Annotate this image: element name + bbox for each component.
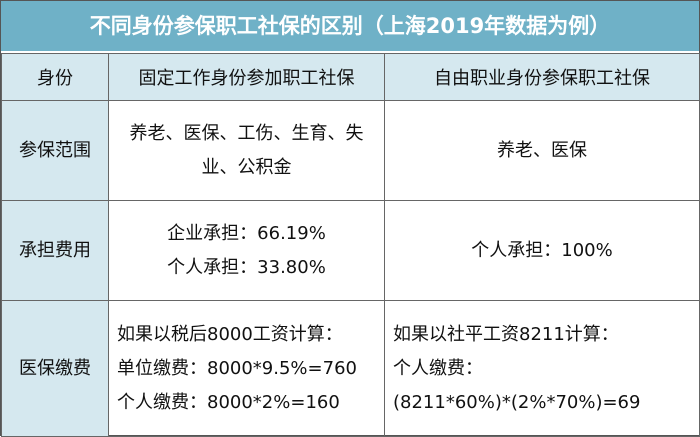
cell: 个人承担：100% (384, 200, 700, 301)
cell-text: 单位缴费：8000*9.5%=760 (117, 357, 357, 379)
cell-text: 业、公积金 (201, 156, 292, 178)
cell: 如果以社平工资8211计算： 个人缴费： (8211*60%)*(2%*70%)=6… (384, 300, 700, 437)
header-row: 身份 固定工作身份参加职工社保 自由职业身份参保职工社保 (1, 53, 700, 101)
cell-text: 企业承担：66.19% (167, 222, 326, 244)
header-cell: 自由职业身份参保职工社保 (384, 53, 700, 101)
cell: 养老、医保、工伤、生育、失 业、公积金 (108, 100, 385, 201)
cell-text: 如果以社平工资8211计算： (393, 323, 619, 345)
cell-text: (8211*60%)*(2%*70%)=69 (393, 391, 641, 413)
row-label: 医保缴费 (1, 300, 109, 437)
row: 承担费用 企业承担：66.19% 个人承担：33.80% 个人承担：100% (1, 200, 700, 301)
row: 医保缴费 如果以税后8000工资计算： 单位缴费：8000*9.5%=760 个人缴费… (1, 300, 700, 437)
cell-text: 医保缴费 (19, 357, 91, 379)
cell: 如果以税后8000工资计算： 单位缴费：8000*9.5%=760 个人缴费：800… (108, 300, 385, 437)
cell-text: 参保范围 (19, 139, 91, 161)
title: 不同身份参保职工社保的区别（上海2019年数据为例） (1, 1, 699, 53)
cell-text: 承担费用 (19, 239, 91, 261)
comparison-table: 身份 固定工作身份参加职工社保 自由职业身份参保职工社保 参保范围 养老、医保、工伤、生… (1, 53, 700, 437)
cell-text: 养老、医保 (497, 139, 587, 161)
header-cell: 固定工作身份参加职工社保 (108, 53, 385, 101)
row-label: 参保范围 (1, 100, 109, 201)
cell-text: 个人承担：33.80% (167, 256, 326, 278)
cell-text: 个人缴费：8000*2%=160 (117, 391, 340, 413)
row-label: 承担费用 (1, 200, 109, 301)
cell: 企业承担：66.19% 个人承担：33.80% (108, 200, 385, 301)
cell: 养老、医保 (384, 100, 700, 201)
cell-text: 养老、医保、工伤、生育、失 (129, 122, 364, 144)
cell-text: 个人缴费： (393, 357, 483, 379)
row: 参保范围 养老、医保、工伤、生育、失 业、公积金 养老、医保 (1, 100, 700, 201)
header-cell: 身份 (1, 53, 109, 101)
cell-text: 如果以税后8000工资计算： (117, 323, 343, 345)
cell-text: 个人承担：100% (471, 239, 613, 261)
